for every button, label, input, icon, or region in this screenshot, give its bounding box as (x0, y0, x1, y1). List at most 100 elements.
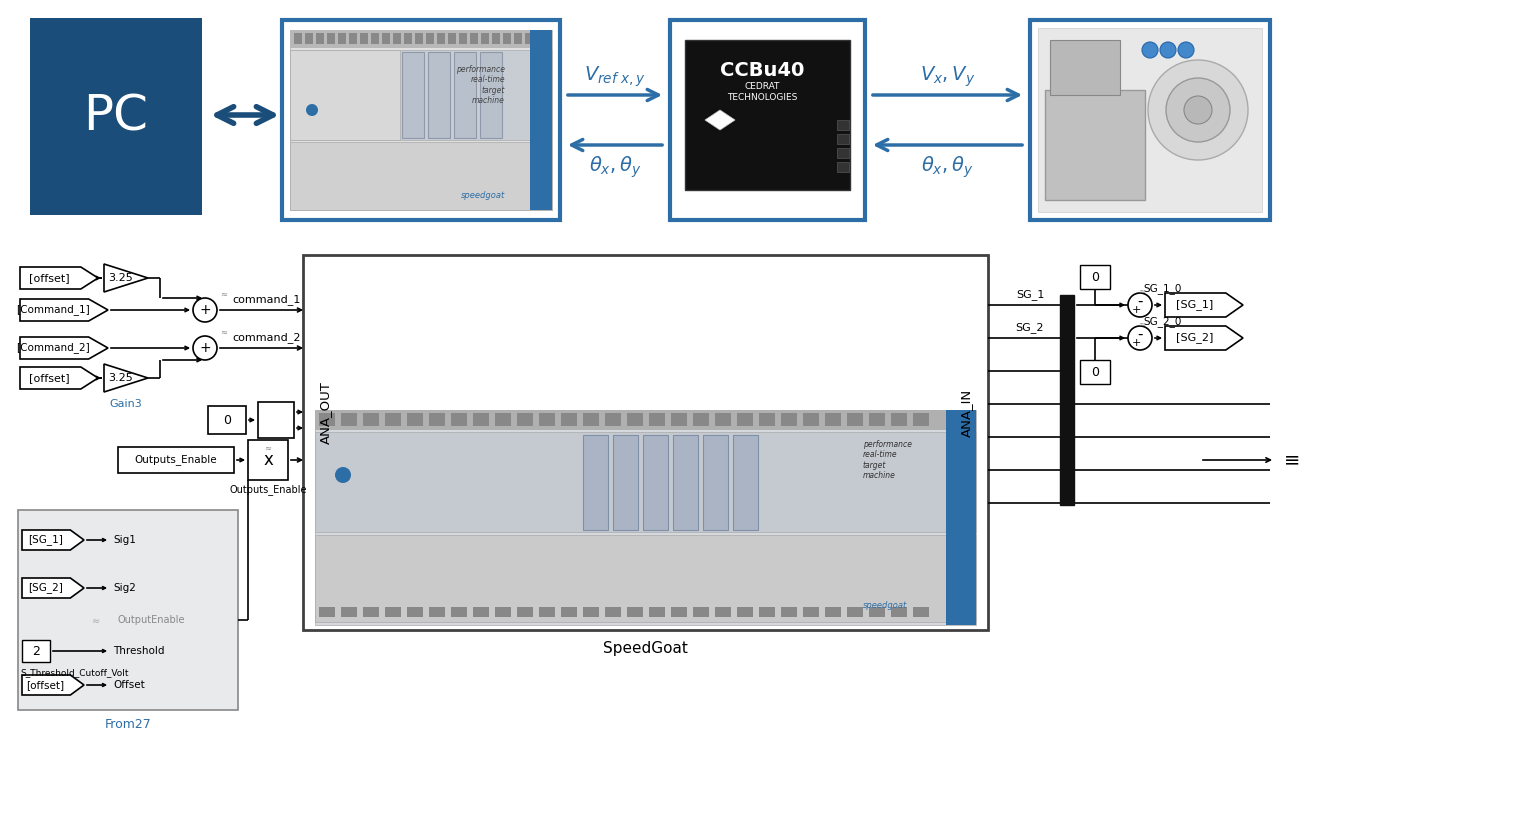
Text: [offset]: [offset] (26, 680, 64, 690)
Bar (349, 33, 356, 44)
Bar (583, 413, 600, 426)
Bar (539, 607, 555, 617)
Bar (733, 435, 757, 530)
Bar (363, 607, 379, 617)
Text: -: - (1137, 327, 1143, 342)
Bar (759, 413, 776, 426)
Text: 0: 0 (1091, 271, 1099, 283)
Bar (514, 33, 522, 44)
Bar (715, 607, 731, 617)
Bar (869, 413, 884, 426)
Bar (382, 33, 390, 44)
Bar (428, 52, 450, 138)
Bar (428, 413, 445, 426)
Bar (363, 413, 379, 426)
Bar (259, 402, 294, 438)
Text: S_Threshold_Cutoff_Volt: S_Threshold_Cutoff_Volt (20, 669, 129, 677)
Bar (614, 435, 638, 530)
Bar (208, 406, 246, 434)
Text: $\theta_x, \theta_y$: $\theta_x, \theta_y$ (589, 154, 641, 179)
Bar (341, 413, 356, 426)
Text: [offset]: [offset] (29, 373, 70, 383)
Text: +: + (199, 341, 211, 355)
Text: CEDRAT
TECHNOLOGIES: CEDRAT TECHNOLOGIES (727, 82, 797, 101)
Text: SG_1: SG_1 (1016, 290, 1043, 301)
Bar (317, 33, 324, 44)
Bar (1050, 40, 1120, 95)
Bar (386, 413, 401, 426)
Text: [Command_2]: [Command_2] (17, 343, 90, 354)
Text: 0: 0 (1091, 365, 1099, 379)
Bar (402, 52, 424, 138)
Bar (327, 33, 335, 44)
Bar (303, 255, 988, 630)
Text: CCBu40: CCBu40 (721, 60, 805, 80)
Text: +: + (199, 303, 211, 317)
Bar (480, 33, 490, 44)
Bar (291, 50, 399, 140)
Bar (890, 607, 907, 617)
Bar (803, 413, 819, 426)
Bar (517, 413, 532, 426)
Bar (780, 607, 797, 617)
Bar (517, 607, 532, 617)
Polygon shape (20, 337, 109, 359)
Bar (415, 33, 422, 44)
Text: Threshold: Threshold (113, 646, 165, 656)
Circle shape (306, 104, 318, 116)
Text: [SG_2]: [SG_2] (1177, 333, 1213, 344)
Bar (525, 33, 532, 44)
Text: $\approx$: $\approx$ (1137, 319, 1148, 328)
Text: $V_x, V_y$: $V_x, V_y$ (920, 65, 975, 90)
Text: [SG_1]: [SG_1] (1177, 299, 1213, 310)
Bar (393, 33, 401, 44)
Bar (670, 20, 864, 220)
Text: x: x (263, 451, 272, 469)
Text: ANA_OUT: ANA_OUT (318, 381, 332, 444)
Circle shape (1128, 326, 1152, 350)
Text: SG_2: SG_2 (1016, 323, 1045, 334)
Bar (386, 607, 401, 617)
Text: [SG_1]: [SG_1] (28, 535, 63, 546)
Text: 3.25: 3.25 (109, 373, 133, 383)
Bar (837, 148, 849, 158)
Text: $\equiv$: $\equiv$ (1281, 451, 1300, 469)
Bar (539, 413, 555, 426)
Bar (780, 413, 797, 426)
Bar (562, 607, 577, 617)
Bar (693, 413, 708, 426)
Bar (118, 447, 234, 473)
Text: [offset]: [offset] (29, 273, 70, 283)
Polygon shape (104, 364, 148, 392)
Bar (493, 33, 500, 44)
Bar (294, 33, 301, 44)
Bar (837, 134, 849, 144)
Bar (451, 607, 467, 617)
Polygon shape (104, 264, 148, 292)
Bar (304, 33, 314, 44)
Bar (529, 30, 552, 210)
Bar (480, 52, 502, 138)
Bar (315, 410, 976, 430)
Bar (459, 33, 467, 44)
Text: ANA_IN: ANA_IN (959, 389, 973, 437)
Text: performance
real-time
target
machine: performance real-time target machine (863, 440, 912, 480)
Bar (448, 33, 456, 44)
Polygon shape (21, 530, 84, 550)
Bar (825, 607, 842, 617)
Text: 3.25: 3.25 (109, 273, 133, 283)
Bar (438, 33, 445, 44)
Text: [SG_2]: [SG_2] (28, 582, 63, 593)
Bar (673, 435, 698, 530)
Text: Sig1: Sig1 (113, 535, 136, 545)
Bar (702, 435, 728, 530)
Bar (604, 413, 621, 426)
Bar (1045, 90, 1144, 200)
Bar (318, 413, 335, 426)
Bar (803, 607, 819, 617)
Circle shape (1160, 42, 1177, 58)
Text: $\approx$: $\approx$ (219, 289, 230, 298)
Bar (1080, 265, 1109, 289)
Bar (848, 607, 863, 617)
Bar (913, 607, 929, 617)
